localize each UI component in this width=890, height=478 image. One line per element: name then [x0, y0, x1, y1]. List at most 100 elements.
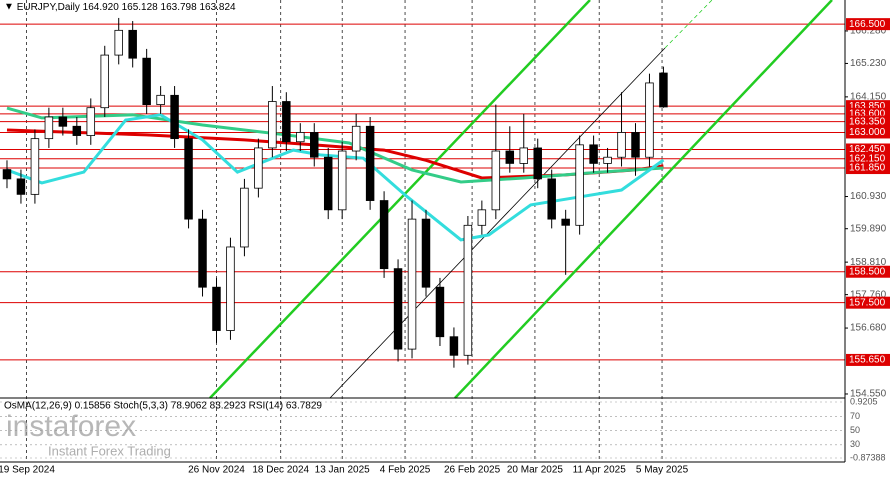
x-tick-label: 26 Nov 2024 [188, 465, 245, 476]
y-tick-label: 164.150 [850, 92, 887, 103]
y-tick-label: 157.760 [850, 289, 887, 300]
y-tick-label: 154.550 [850, 389, 887, 400]
moving-average [6, 106, 664, 184]
candle-body [519, 147, 529, 164]
candle-body [575, 144, 584, 226]
level-label-box [846, 265, 890, 278]
x-tick-label: 11 Apr 2025 [573, 465, 627, 476]
candle-body [128, 29, 137, 59]
indicator-tick-label: 50 [850, 425, 860, 435]
candle-body [365, 125, 375, 201]
candle-body [296, 132, 305, 143]
trend-channel [209, 0, 591, 399]
level-label: 163.350 [849, 116, 886, 127]
x-tick-label: 26 Feb 2025 [444, 465, 501, 476]
level-label: 157.500 [849, 297, 886, 308]
candle-body [142, 57, 151, 106]
level-label: 162.450 [849, 144, 886, 155]
candle-body [393, 268, 403, 350]
y-tick-label: 165.230 [850, 58, 887, 69]
header: ▼ EURJPY,Daily 164.920 165.128 163.798 1… [4, 2, 236, 13]
level-label: 158.500 [849, 266, 886, 277]
level-label: 163.600 [849, 109, 886, 120]
level-label-box [846, 126, 890, 139]
y-tick-label: 158.810 [850, 257, 887, 268]
watermark-brand: instaforex [6, 410, 136, 443]
indicator-title: OsMA(12,26,9) 0.15856 Stoch(5,3,3) 78.90… [4, 401, 322, 412]
candle-body [449, 336, 459, 356]
candle-body [30, 138, 40, 195]
y-tick-label: 159.890 [850, 223, 887, 234]
level-label-box [846, 152, 890, 165]
candle-body [351, 125, 361, 152]
candle-body [659, 72, 668, 108]
candle-body [463, 224, 473, 356]
candle-body [100, 54, 109, 109]
level-label: 166.500 [849, 19, 886, 30]
candle-body [561, 218, 570, 226]
level-label: 163.850 [849, 101, 886, 112]
candle-body [310, 132, 319, 158]
trend-line [329, 47, 666, 399]
candle-body [226, 246, 235, 331]
candle-body [491, 150, 501, 211]
candle-body [379, 200, 389, 270]
y-tick-label: 156.680 [850, 323, 887, 334]
candle-body [505, 150, 515, 164]
candle-body [86, 107, 96, 136]
candle-body [282, 101, 291, 143]
ohlc: 163.798 [161, 2, 198, 13]
candle-body [44, 116, 54, 140]
level-label-box [846, 296, 890, 309]
y-tick-label: 166.280 [850, 26, 887, 37]
candle-body [16, 178, 26, 195]
candle-body [240, 187, 249, 248]
candle-body [477, 209, 487, 226]
symbol: EURJPY,Daily [17, 2, 80, 13]
candle-body [72, 125, 82, 136]
candle-body [58, 116, 68, 127]
candle-body [617, 132, 626, 158]
candle-body [198, 218, 207, 288]
candle-body [603, 156, 612, 164]
candle-body [589, 144, 598, 164]
candle-body [170, 94, 179, 140]
candle-body [547, 178, 556, 220]
level-label-box [846, 353, 890, 366]
indicator-tick-label: 30 [850, 439, 860, 449]
x-tick-label: 5 May 2025 [636, 465, 689, 476]
ohlc: 163.824 [199, 2, 236, 13]
candle-body [156, 94, 165, 106]
level-label: 155.650 [849, 355, 886, 366]
level-label: 163.000 [849, 127, 886, 138]
x-tick-label: 18 Dec 2024 [252, 465, 309, 476]
candle-body [323, 156, 333, 211]
ohlc: 165.128 [122, 2, 159, 13]
indicator-tick-label: 0.9205 [850, 396, 878, 406]
candle-body [268, 101, 277, 149]
level-label: 161.850 [849, 163, 886, 174]
trend-channel [454, 0, 833, 399]
x-tick-label: 20 Mar 2025 [507, 465, 564, 476]
candle-body [337, 150, 347, 211]
level-label-box [846, 115, 890, 128]
level-label: 162.150 [849, 153, 886, 164]
x-tick-label: 13 Jan 2025 [315, 465, 370, 476]
indicator-tick-label: -0.87388 [850, 452, 886, 462]
x-tick-label: 19 Sep 2024 [0, 465, 55, 476]
candle-body [435, 286, 445, 338]
candle-body [2, 169, 12, 180]
watermark-tagline: Instant Forex Trading [48, 443, 171, 458]
indicator-tick-label: 70 [850, 411, 860, 421]
ohlc: 164.920 [83, 2, 120, 13]
candle-body [212, 286, 221, 331]
y-tick-label: 160.930 [850, 191, 887, 202]
candle-body [254, 147, 263, 189]
candle-body [645, 82, 654, 158]
level-label-box [846, 143, 890, 156]
level-label-box [846, 18, 890, 31]
candle-body [421, 218, 431, 288]
foreground-layer: 19 Sep 2024 26 Nov 2024 18 Dec 2024 13 Jan … [0, 17, 890, 476]
candle-body [114, 29, 123, 56]
